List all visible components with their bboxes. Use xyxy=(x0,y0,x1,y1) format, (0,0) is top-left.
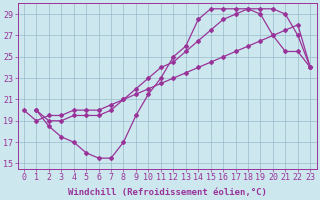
X-axis label: Windchill (Refroidissement éolien,°C): Windchill (Refroidissement éolien,°C) xyxy=(68,188,267,197)
